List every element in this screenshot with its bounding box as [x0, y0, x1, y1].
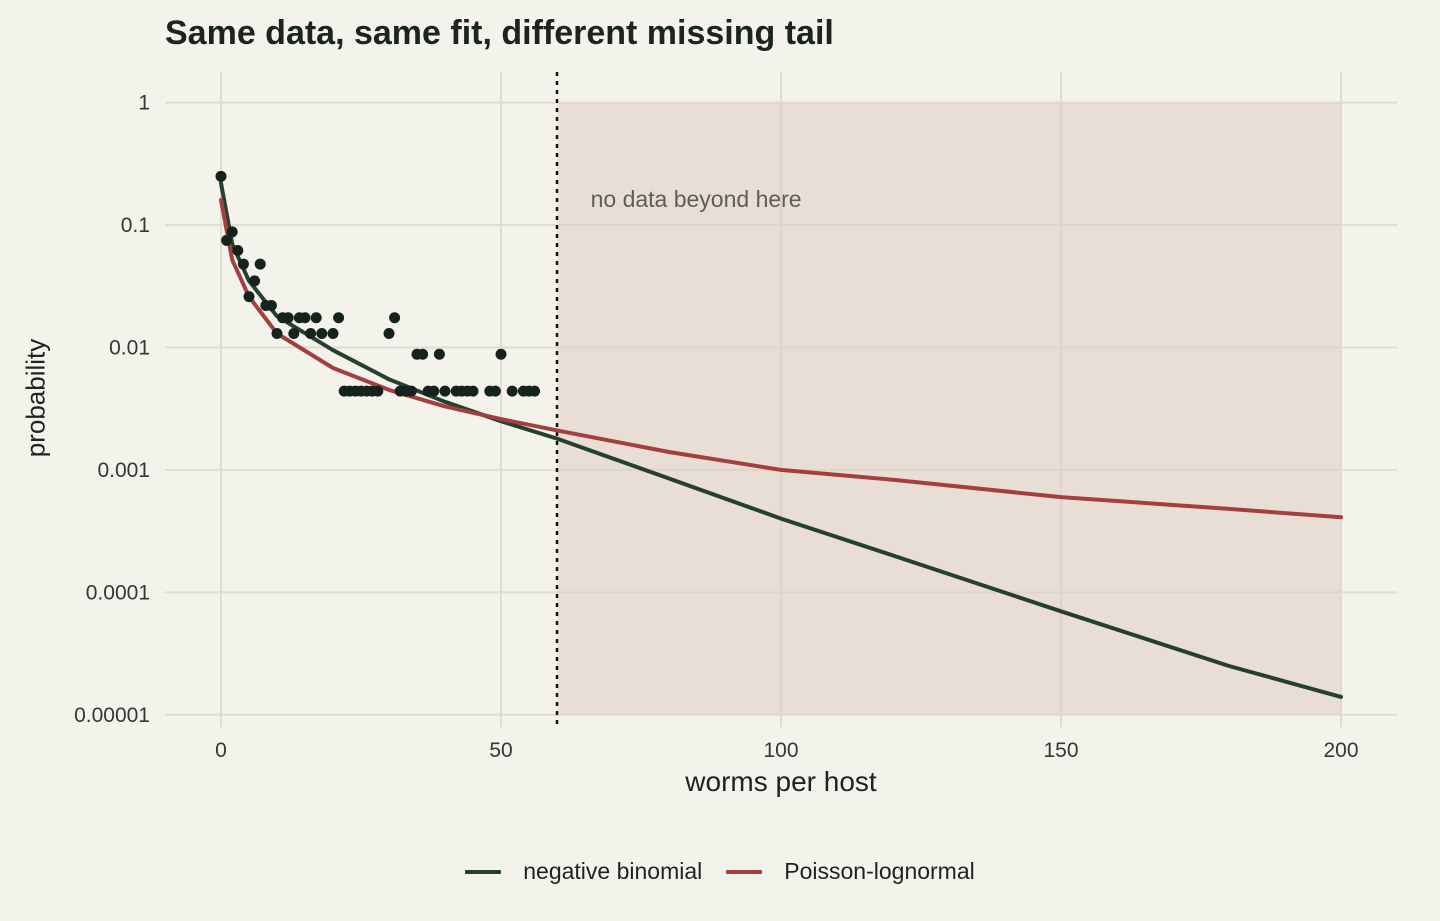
x-axis-label: worms per host: [685, 766, 877, 797]
legend-key-poisson-lognormal: [726, 869, 763, 874]
data-point: [495, 348, 507, 360]
data-point: [237, 258, 249, 270]
data-point: [271, 328, 283, 340]
x-tick-label: 100: [763, 739, 798, 762]
data-point: [333, 312, 345, 324]
x-tick-label: 50: [489, 739, 512, 762]
y-tick-label: 0.001: [97, 459, 150, 482]
data-point: [305, 328, 317, 340]
x-tick-label: 200: [1323, 739, 1358, 762]
y-axis-ticks: 1 0.1 0.01 0.001 0.0001 0.00001: [74, 92, 150, 727]
data-point: [489, 385, 501, 397]
y-tick-label: 0.00001: [74, 704, 150, 727]
y-tick-label: 0.0001: [86, 581, 150, 604]
data-point: [383, 328, 395, 340]
data-point: [243, 291, 255, 303]
x-axis-ticks: 0 50 100 150 200: [215, 739, 1358, 762]
data-point: [282, 312, 294, 324]
legend-label-negative-binomial: negative binomial: [523, 858, 703, 884]
series-line-negative-binomial: [219, 181, 1343, 699]
data-point: [529, 385, 541, 397]
data-point: [372, 385, 384, 397]
legend-item-negative-binomial: negative binomial: [465, 858, 702, 885]
data-point: [299, 312, 311, 324]
data-point: [265, 300, 277, 312]
data-point: [433, 348, 445, 360]
data-point: [327, 328, 339, 340]
x-tick-label: 0: [215, 739, 227, 762]
y-axis-label: probability: [20, 338, 51, 458]
data-point: [316, 328, 328, 340]
data-point: [249, 275, 261, 287]
legend: negative binomial Poisson-lognormal: [0, 858, 1440, 885]
legend-item-poisson-lognormal: Poisson-lognormal: [726, 858, 975, 885]
series-line-poisson-lognormal: [219, 198, 1343, 520]
data-point: [417, 348, 429, 360]
data-point: [467, 385, 479, 397]
x-tick-label: 150: [1043, 739, 1078, 762]
data-point: [310, 312, 322, 324]
observed-points: [215, 170, 541, 397]
fit-lines: [219, 181, 1343, 699]
data-point: [215, 170, 227, 182]
data-point: [226, 226, 238, 238]
chart-title: Same data, same fit, different missing t…: [165, 14, 834, 52]
data-point: [389, 312, 401, 324]
legend-key-negative-binomial: [465, 869, 502, 874]
data-point: [221, 234, 233, 246]
no-data-region: [557, 102, 1341, 715]
data-point: [288, 328, 300, 340]
y-tick-label: 0.1: [121, 214, 150, 237]
y-tick-label: 1: [138, 92, 150, 115]
data-point: [428, 385, 440, 397]
y-tick-label: 0.01: [109, 336, 150, 359]
legend-label-poisson-lognormal: Poisson-lognormal: [784, 858, 975, 884]
data-point: [439, 385, 451, 397]
data-point: [254, 258, 266, 270]
data-point: [405, 385, 417, 397]
annotation-no-data: no data beyond here: [591, 186, 802, 212]
data-point: [506, 385, 518, 397]
data-point: [232, 244, 244, 256]
